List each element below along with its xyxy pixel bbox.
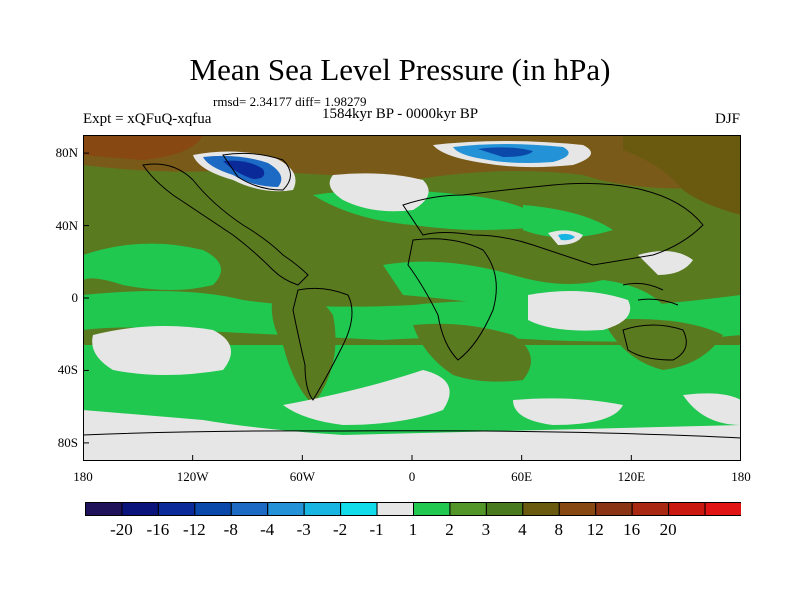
colorbar-label: 16 <box>623 520 641 539</box>
field-gray-antarctic <box>83 410 741 461</box>
y-tick-label: 0 <box>71 290 79 305</box>
colorbar-swatch <box>631 502 670 516</box>
colorbar-label: 2 <box>445 520 454 539</box>
colorbar-swatch <box>121 502 159 516</box>
colorbar-swatch <box>704 502 741 516</box>
experiment-label: Expt = xQFuQ-xqfua <box>83 111 212 127</box>
coast-eurasia <box>402 182 704 266</box>
colorbar-label: -16 <box>146 520 170 539</box>
x-tick-label: 180 <box>731 469 751 484</box>
colorbar-label: -3 <box>296 520 311 539</box>
colorbar-swatch <box>267 502 305 516</box>
page-title: Mean Sea Level Pressure (in hPa) <box>189 52 611 87</box>
field-green-pacific-north <box>83 243 221 290</box>
colorbar-swatch <box>449 502 487 516</box>
field-gray-iceland-low <box>329 173 429 212</box>
colorbar-label: -20 <box>110 520 133 539</box>
coast-africa <box>407 238 497 361</box>
y-tick-label: 40S <box>57 362 78 378</box>
field-darkblue-greenland <box>223 160 265 179</box>
colorbar-label: 20 <box>659 520 677 539</box>
colorbar-label: -1 <box>369 520 384 539</box>
colorbar-label: -2 <box>333 520 348 539</box>
period-subtitle: 1584kyr BP - 0000kyr BP <box>322 106 479 122</box>
colorbar-label: -4 <box>260 520 275 539</box>
coast-greenland <box>222 152 291 191</box>
field-cyan-tibet <box>558 233 575 241</box>
stats-text: rmsd= 2.34177 diff= 1.98279 <box>213 94 367 109</box>
colorbar-swatch <box>194 502 232 516</box>
colorbar-swatch <box>376 502 414 516</box>
field-gray-drake <box>283 370 450 425</box>
colorbar-swatch <box>413 502 451 516</box>
colorbar-label: -12 <box>182 520 206 539</box>
y-tick-label: 80N <box>55 145 78 161</box>
x-tick-label: 60E <box>511 469 533 484</box>
colorbar-swatch <box>85 502 123 516</box>
season-label: DJF <box>714 111 740 127</box>
colorbar-swatch <box>157 502 196 516</box>
colorbar-swatch <box>485 502 524 516</box>
colorbar-swatch <box>522 502 560 516</box>
colorbar-swatch <box>558 502 597 516</box>
field-arctic-brown-west <box>83 135 203 160</box>
field-olive-australia <box>603 319 723 370</box>
axis-ticks <box>83 152 741 461</box>
x-tick-label: 180 <box>73 469 93 484</box>
x-tick-label: 60W <box>289 469 315 484</box>
coast-north-america <box>142 163 309 286</box>
map-field <box>83 135 741 461</box>
field-green-eurasia <box>523 205 613 238</box>
field-gray-indian-ocean <box>528 291 631 331</box>
x-tick-label: 120W <box>176 469 209 484</box>
coast-australia <box>622 324 687 361</box>
x-tick-label: 120E <box>617 469 646 484</box>
colorbar-label: 12 <box>586 520 604 539</box>
coast-south-america <box>292 287 353 401</box>
field-gray-south-pacific <box>92 326 231 375</box>
field-gray-maritime <box>638 251 693 275</box>
colorbar-swatch <box>230 502 269 516</box>
field-gray-southern-east <box>683 393 741 425</box>
colorbar-label: 4 <box>518 520 527 539</box>
x-tick-label: 0 <box>408 469 416 484</box>
colorbar-label: -8 <box>223 520 238 539</box>
colorbar-label: 8 <box>554 520 564 539</box>
colorbar-swatch <box>303 502 342 516</box>
y-tick-label: 80S <box>57 434 78 450</box>
colorbar-swatch <box>595 502 633 516</box>
coastlines <box>83 152 741 439</box>
coast-antarctica <box>83 430 741 439</box>
y-tick-label: 40N <box>55 217 78 233</box>
field-olive-south-america <box>271 292 336 405</box>
pressure-map <box>83 135 741 461</box>
field-olive-south-atlantic <box>413 323 531 382</box>
colorbar-label: 3 <box>481 520 491 539</box>
field-siberia-high <box>623 135 741 215</box>
colorbar-label: 1 <box>408 520 418 539</box>
coast-indonesia <box>622 282 679 306</box>
colorbar-swatch <box>340 502 378 516</box>
field-darkblue-barents <box>478 147 533 157</box>
field-gray-southern-indian <box>513 398 623 425</box>
colorbar-swatch <box>668 502 706 516</box>
colorbar <box>85 502 741 516</box>
